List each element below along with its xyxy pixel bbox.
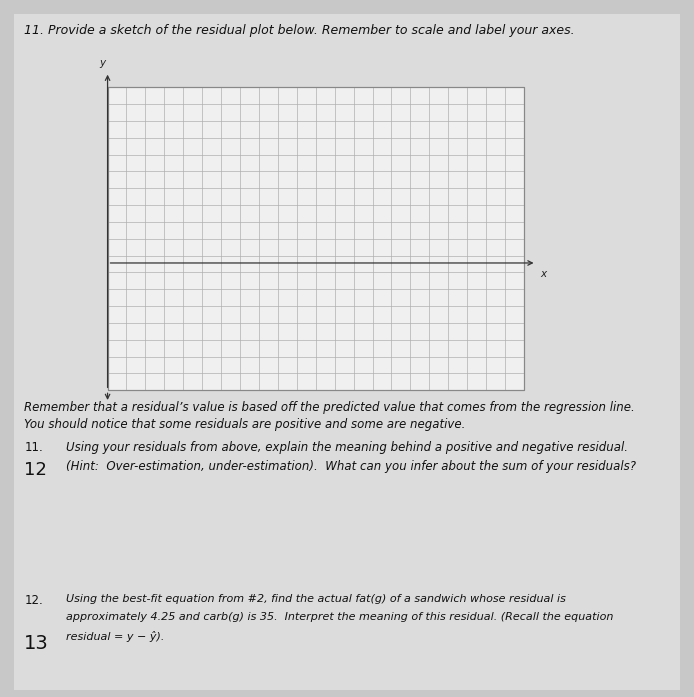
Text: 12.: 12. bbox=[24, 594, 43, 607]
Text: 11.: 11. bbox=[24, 441, 43, 454]
Text: Using your residuals from above, explain the meaning behind a positive and negat: Using your residuals from above, explain… bbox=[66, 441, 628, 454]
Text: Remember that a residual’s value is based off the predicted value that comes fro: Remember that a residual’s value is base… bbox=[24, 401, 635, 414]
Text: (Hint:  Over-estimation, under-estimation).  What can you infer about the sum of: (Hint: Over-estimation, under-estimation… bbox=[66, 460, 636, 473]
Text: Using the best-fit equation from #2, find the actual fat(g) of a sandwich whose : Using the best-fit equation from #2, fin… bbox=[66, 594, 566, 604]
Text: You should notice that some residuals are positive and some are negative.: You should notice that some residuals ar… bbox=[24, 418, 466, 431]
Bar bbox=[108, 87, 524, 390]
Text: 13: 13 bbox=[24, 634, 49, 653]
Text: residual = y − ŷ).: residual = y − ŷ). bbox=[66, 631, 164, 642]
Text: 11. Provide a sketch of the residual plot below. Remember to scale and label you: 11. Provide a sketch of the residual plo… bbox=[24, 24, 575, 38]
Text: x: x bbox=[540, 268, 546, 279]
Text: y: y bbox=[99, 59, 105, 68]
Text: 12: 12 bbox=[24, 461, 47, 480]
Text: approximately 4.25 and carb(g) is 35.  Interpret the meaning of this residual. (: approximately 4.25 and carb(g) is 35. In… bbox=[66, 612, 613, 622]
